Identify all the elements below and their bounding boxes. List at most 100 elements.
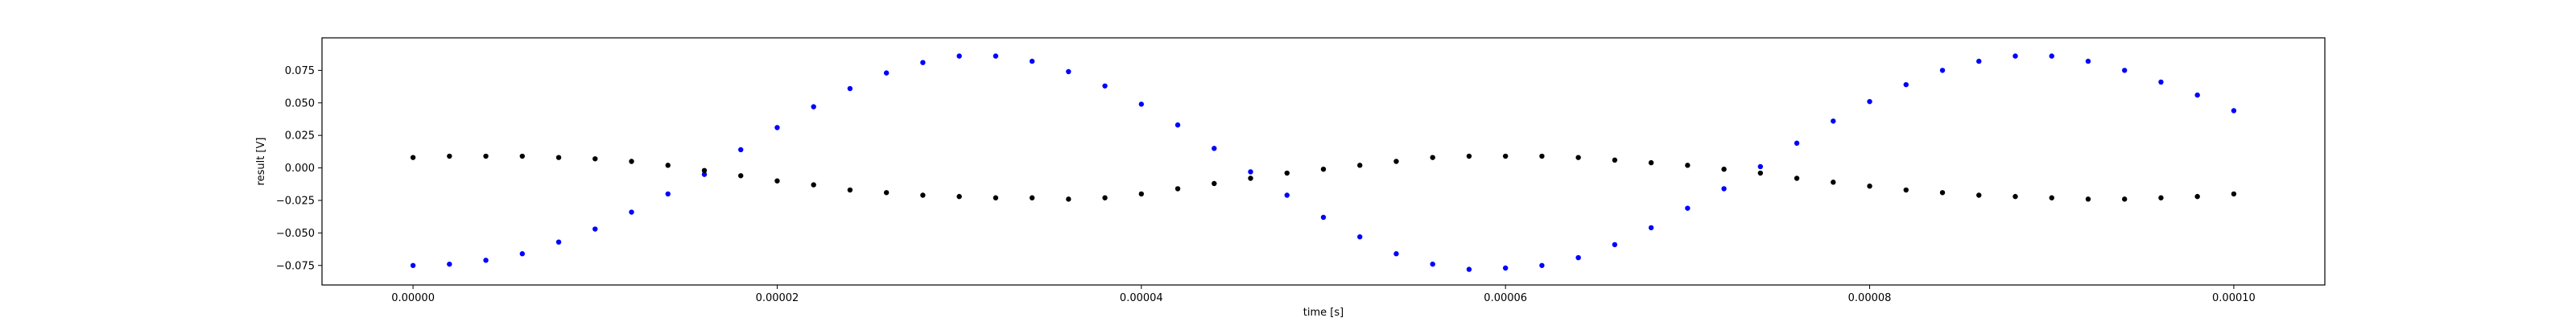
data-point	[1357, 234, 1363, 240]
data-point	[410, 155, 416, 160]
data-point	[1430, 155, 1435, 160]
data-point	[1029, 195, 1035, 200]
data-point	[2049, 53, 2054, 59]
data-point	[993, 53, 999, 59]
data-point	[738, 173, 744, 179]
data-point	[1357, 163, 1363, 168]
data-point	[738, 147, 744, 153]
data-point	[993, 195, 999, 200]
data-point	[1393, 159, 1399, 164]
data-point	[847, 85, 853, 92]
data-point	[1903, 81, 1909, 88]
series-0	[410, 53, 2237, 272]
data-point	[1102, 195, 1108, 200]
data-point	[1393, 251, 1399, 257]
y-tick-label: −0.050	[276, 228, 315, 240]
data-point	[1757, 163, 1764, 170]
data-point	[1939, 68, 1946, 73]
data-point	[1102, 83, 1108, 89]
y-tick-label: −0.075	[276, 260, 315, 272]
data-point	[1138, 101, 1145, 107]
data-point	[1721, 186, 1727, 192]
series-1	[410, 153, 2237, 202]
data-point	[811, 182, 816, 188]
y-tick-label: 0.025	[285, 130, 315, 142]
data-point	[2231, 191, 2237, 197]
data-point	[592, 156, 598, 162]
data-point	[1757, 170, 1764, 176]
series-layer	[410, 53, 2237, 272]
data-point	[1430, 261, 1435, 267]
data-point	[1976, 58, 1982, 64]
data-point	[1138, 191, 1145, 197]
data-point	[1212, 146, 1217, 151]
data-point	[519, 251, 525, 257]
x-tick-label: 0.00008	[1848, 292, 1892, 304]
data-point	[1612, 157, 1618, 163]
y-tick-label: −0.025	[276, 195, 315, 207]
data-point	[920, 60, 926, 65]
data-point	[410, 262, 416, 268]
data-point	[1976, 192, 1982, 198]
data-point	[1794, 175, 1800, 181]
plot-frame	[321, 37, 2326, 286]
data-point	[1502, 153, 1509, 159]
data-point	[555, 155, 562, 160]
data-point	[1284, 192, 1290, 198]
data-point	[2158, 79, 2164, 85]
data-point	[2231, 108, 2237, 114]
data-point	[1831, 180, 1836, 185]
data-point	[1466, 266, 1472, 272]
data-point	[1721, 166, 1727, 172]
y-tick-label: 0.050	[285, 97, 315, 109]
data-point	[1539, 262, 1545, 268]
data-point	[956, 53, 962, 59]
y-tick-label: 0.075	[285, 65, 315, 77]
data-point	[1029, 58, 1035, 64]
data-point	[1867, 184, 1872, 189]
x-axis: 0.00000 0.00002 0.00004 0.00006 0.00008 0.000…	[391, 285, 2256, 304]
data-point	[1248, 175, 1253, 181]
data-point	[1794, 140, 1800, 147]
data-point	[519, 153, 525, 159]
data-point	[811, 104, 816, 109]
data-point	[629, 159, 634, 164]
data-point	[1867, 98, 1872, 105]
data-point	[555, 239, 562, 245]
data-point	[1066, 196, 1071, 202]
data-point	[1648, 225, 1654, 231]
data-point	[447, 153, 452, 159]
data-point	[1612, 242, 1618, 248]
data-point	[956, 193, 962, 200]
data-point	[1903, 187, 1909, 193]
data-point	[920, 192, 926, 198]
data-point	[701, 167, 708, 174]
data-point	[1320, 166, 1327, 172]
data-point	[483, 258, 489, 263]
x-axis-label: time [s]	[1303, 307, 1344, 319]
data-point	[665, 163, 671, 168]
data-point	[2194, 92, 2200, 98]
data-point	[629, 209, 634, 215]
data-point	[1174, 186, 1181, 192]
data-point	[883, 70, 890, 76]
data-point	[1466, 153, 1472, 159]
data-point	[2049, 195, 2054, 200]
x-tick-label: 0.00010	[2212, 292, 2256, 304]
y-axis: −0.075 −0.050 −0.025 0.000 0.025 0.050 0.075	[276, 65, 322, 272]
data-point	[2013, 193, 2018, 200]
data-point	[1939, 190, 1946, 196]
data-point	[665, 191, 671, 197]
x-tick-label: 0.00000	[391, 292, 435, 304]
data-point	[2194, 193, 2200, 200]
data-point	[2158, 195, 2164, 200]
y-tick-label: 0.000	[285, 163, 315, 175]
data-point	[1248, 169, 1253, 175]
x-tick-label: 0.00002	[756, 292, 799, 304]
data-point	[592, 226, 598, 232]
data-point	[1648, 159, 1654, 166]
data-point	[1174, 122, 1181, 128]
data-point	[1685, 163, 1690, 168]
